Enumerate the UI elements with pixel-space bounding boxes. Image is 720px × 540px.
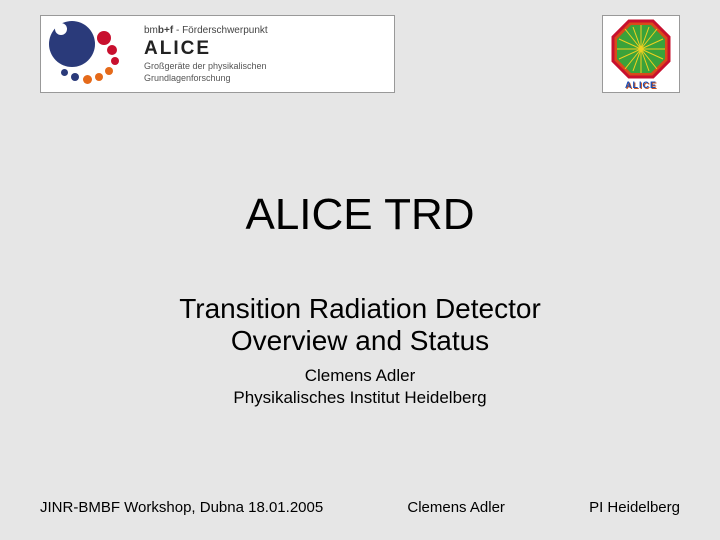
subtitle-line2: Overview and Status xyxy=(115,325,605,357)
logo-text-block: bmb+f - Förderschwerpunkt ALICE Großgerä… xyxy=(144,25,268,84)
author-inst: Physikalisches Institut Heidelberg xyxy=(115,387,605,408)
alice-word: ALICE xyxy=(144,38,268,60)
bmbf-line: bmb+f - Förderschwerpunkt xyxy=(144,25,268,36)
octagon-icon xyxy=(611,19,671,79)
dots-graphic xyxy=(49,19,134,89)
subtitle-block: Transition Radiation Detector Overview a… xyxy=(95,283,625,420)
header-row: bmb+f - Förderschwerpunkt ALICE Großgerä… xyxy=(40,15,680,93)
subtitle-line1: Transition Radiation Detector xyxy=(115,293,605,325)
logo-sub-line1: Großgeräte der physikalischen xyxy=(144,62,268,72)
alice-small-label: ALICE xyxy=(625,80,657,90)
footer: JINR-BMBF Workshop, Dubna 18.01.2005 Cle… xyxy=(40,499,680,516)
author-name: Clemens Adler xyxy=(115,365,605,386)
bmbf-alice-logo: bmb+f - Förderschwerpunkt ALICE Großgerä… xyxy=(40,15,395,93)
logo-sub-line2: Grundlagenforschung xyxy=(144,74,268,84)
footer-right: PI Heidelberg xyxy=(589,499,680,516)
page-title: ALICE TRD xyxy=(0,190,720,240)
footer-left: JINR-BMBF Workshop, Dubna 18.01.2005 xyxy=(40,499,323,516)
alice-detector-logo: ALICE xyxy=(602,15,680,93)
footer-center: Clemens Adler xyxy=(407,499,505,516)
